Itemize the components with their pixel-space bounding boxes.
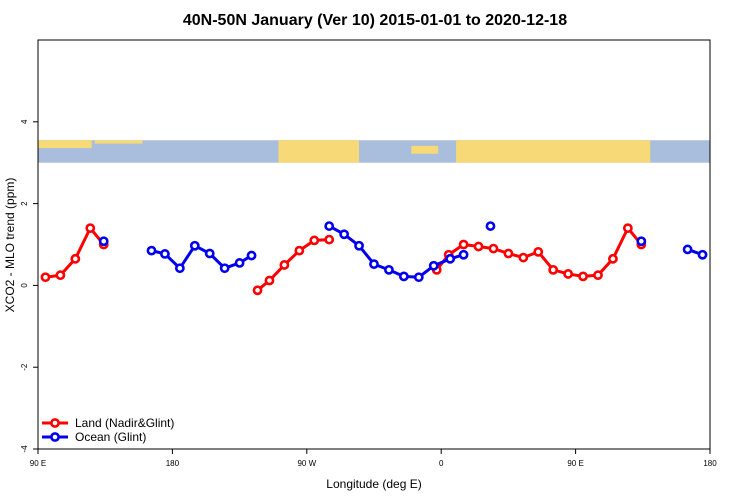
data-point — [294, 245, 305, 256]
y-axis: -4 -2 0 2 4 — [20, 119, 38, 453]
x-axis: 90 E 180 90 W 0 90 E 180 — [30, 449, 717, 468]
data-point — [488, 243, 499, 254]
data-point — [98, 236, 109, 247]
data-point — [252, 285, 263, 296]
map-land — [94, 140, 143, 144]
map-strip — [38, 140, 710, 163]
y-tick-label: -4 — [20, 445, 29, 453]
data-point — [622, 223, 633, 234]
data-point — [324, 234, 335, 245]
legend-label: Ocean (Glint) — [75, 430, 146, 444]
data-point — [55, 270, 66, 281]
data-point — [384, 264, 394, 275]
data-point — [398, 271, 409, 282]
data-point — [473, 241, 484, 252]
data-point — [593, 270, 603, 281]
data-point — [413, 272, 424, 283]
map-land — [411, 145, 439, 154]
legend-marker — [50, 432, 60, 442]
x-tick-label: 90 E — [30, 459, 46, 468]
series-ocean — [98, 221, 708, 283]
y-tick-label: 0 — [20, 283, 29, 288]
data-point — [234, 258, 245, 268]
series-layer — [40, 221, 708, 296]
map-land — [38, 140, 92, 149]
y-tick-label: -2 — [20, 363, 29, 371]
x-tick-label: 90 W — [297, 459, 316, 468]
data-point — [189, 240, 200, 251]
data-point — [146, 245, 157, 256]
y-tick-label: 2 — [20, 201, 29, 206]
data-point — [219, 263, 230, 274]
y-tick-label: 4 — [20, 119, 29, 124]
data-point — [608, 253, 618, 264]
y-axis-label: XCO2 - MLO trend (ppm) — [3, 178, 17, 313]
data-point — [70, 253, 81, 264]
data-point — [369, 259, 379, 270]
data-point — [174, 263, 185, 274]
data-point — [682, 244, 693, 255]
data-point — [485, 221, 496, 231]
data-point — [85, 223, 96, 234]
data-point — [503, 248, 514, 259]
series-land — [40, 223, 647, 296]
x-tick-label: 0 — [439, 459, 444, 468]
data-point — [563, 269, 574, 279]
data-point — [246, 250, 257, 261]
data-point — [160, 249, 170, 259]
x-axis-label: Longitude (deg E) — [326, 477, 421, 491]
data-point — [309, 235, 320, 246]
data-point — [40, 272, 51, 283]
x-tick-label: 180 — [703, 459, 717, 468]
data-point — [428, 260, 439, 271]
data-point — [458, 249, 469, 260]
data-point — [636, 236, 647, 247]
chart-title: 40N-50N January (Ver 10) 2015-01-01 to 2… — [183, 12, 567, 29]
series-line — [45, 225, 105, 279]
data-point — [518, 252, 529, 263]
data-point — [324, 221, 335, 231]
legend: Land (Nadir&Glint)Ocean (Glint) — [42, 416, 174, 444]
data-point — [458, 239, 469, 250]
x-tick-label: 90 E — [567, 459, 583, 468]
data-point — [264, 275, 275, 286]
data-point — [578, 271, 588, 282]
legend-marker — [50, 418, 60, 428]
data-point — [533, 246, 544, 257]
plot-frame — [37, 39, 711, 450]
series-line — [328, 224, 465, 279]
data-point — [548, 264, 559, 275]
map-land — [278, 140, 360, 163]
data-point — [339, 229, 350, 240]
data-point — [204, 248, 215, 259]
x-tick-label: 180 — [166, 459, 180, 468]
data-point — [279, 260, 290, 270]
data-point — [697, 249, 708, 260]
legend-label: Land (Nadir&Glint) — [75, 416, 174, 430]
data-point — [445, 253, 456, 264]
data-point — [354, 240, 364, 251]
map-land — [456, 140, 651, 163]
